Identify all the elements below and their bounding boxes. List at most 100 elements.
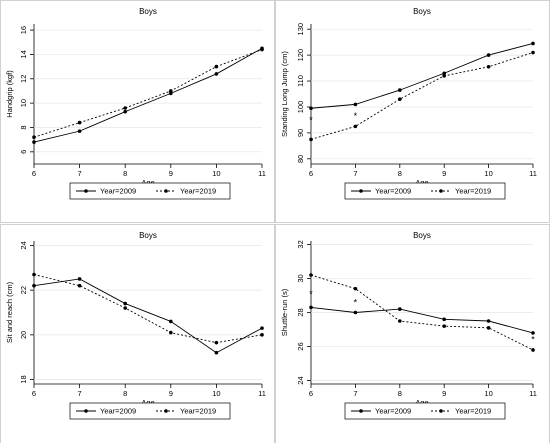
data-point bbox=[531, 348, 535, 352]
y-tick-label: 12 bbox=[19, 75, 28, 83]
y-tick-label: 130 bbox=[296, 23, 305, 36]
data-point bbox=[353, 102, 358, 107]
series-line-2 bbox=[33, 274, 263, 344]
data-point bbox=[309, 106, 313, 111]
legend-label: Year=2019 bbox=[180, 407, 216, 416]
y-tick-label: 10 bbox=[19, 99, 28, 107]
data-point bbox=[353, 286, 358, 291]
x-axis-title: Age bbox=[415, 178, 428, 187]
y-tick-label: 120 bbox=[296, 49, 305, 62]
x-tick-label: 11 bbox=[258, 169, 266, 178]
legend-box bbox=[344, 402, 506, 420]
legend-swatch-marker bbox=[439, 189, 443, 193]
data-point bbox=[169, 330, 173, 335]
data-point bbox=[442, 324, 447, 328]
y-tick-label: 32 bbox=[296, 240, 305, 248]
data-point bbox=[531, 41, 535, 46]
x-axis-title: Age bbox=[415, 398, 428, 407]
data-point bbox=[77, 129, 82, 133]
data-point bbox=[77, 277, 82, 281]
significance-marker: * bbox=[354, 111, 358, 121]
data-point bbox=[531, 50, 535, 55]
data-point bbox=[309, 305, 313, 310]
x-tick-label: 7 bbox=[353, 389, 357, 398]
data-point bbox=[442, 74, 447, 78]
data-point bbox=[486, 64, 491, 69]
y-tick-label: 22 bbox=[19, 286, 28, 294]
legend-label: Year=2009 bbox=[375, 187, 411, 196]
series-line-1 bbox=[33, 47, 263, 143]
legend-label: Year=2019 bbox=[455, 187, 491, 196]
series-line-2 bbox=[310, 52, 534, 140]
y-tick-label: 30 bbox=[296, 274, 305, 282]
chart-title: Boys bbox=[139, 231, 157, 240]
significance-marker: * bbox=[531, 335, 535, 345]
y-tick-label: 24 bbox=[19, 241, 28, 249]
series-line-1 bbox=[33, 278, 263, 354]
data-point bbox=[77, 283, 82, 288]
legend-swatch-marker bbox=[84, 189, 88, 193]
data-point bbox=[353, 310, 358, 315]
y-tick-label: 26 bbox=[296, 342, 305, 350]
x-tick-label: 8 bbox=[398, 389, 402, 398]
x-tick-label: 6 bbox=[32, 169, 36, 178]
chart-title: Boys bbox=[413, 231, 431, 240]
significance-marker: * bbox=[309, 289, 313, 299]
data-point bbox=[486, 53, 491, 57]
legend-label: Year=2009 bbox=[100, 187, 136, 196]
y-tick-label: 18 bbox=[19, 375, 28, 383]
legend-swatch-marker bbox=[359, 409, 363, 413]
x-tick-label: 10 bbox=[484, 389, 492, 398]
data-point bbox=[260, 333, 264, 337]
x-tick-label: 9 bbox=[169, 169, 173, 178]
chart-panel-2: Boys 80 90 100 110 120 130 6 7 8 9 10 11 Age Standing … bbox=[275, 0, 550, 223]
chart-title: Boys bbox=[413, 7, 431, 16]
y-axis-title: Sit and reach (cm) bbox=[5, 281, 14, 343]
x-tick-label: 8 bbox=[398, 169, 402, 178]
x-tick-label: 8 bbox=[123, 389, 127, 398]
legend-swatch-marker bbox=[359, 189, 363, 193]
x-tick-label: 9 bbox=[442, 169, 446, 178]
x-tick-label: 9 bbox=[169, 389, 173, 398]
data-point bbox=[260, 47, 264, 52]
data-point bbox=[486, 319, 491, 323]
data-point bbox=[123, 301, 127, 306]
data-point bbox=[442, 71, 447, 76]
y-axis-title: Handgrip (kgf) bbox=[5, 70, 14, 118]
x-axis-title: Age bbox=[141, 398, 154, 407]
legend-box bbox=[69, 402, 231, 420]
chart-panel-3: Boys 18 20 22 24 6 7 8 9 10 11 Age Sit and reach (cm… bbox=[0, 224, 275, 443]
x-tick-label: 6 bbox=[309, 169, 313, 178]
y-tick-label: 28 bbox=[296, 308, 305, 316]
x-tick-label: 10 bbox=[212, 169, 220, 178]
y-tick-label: 110 bbox=[296, 75, 305, 87]
x-tick-label: 11 bbox=[529, 389, 537, 398]
x-tick-label: 6 bbox=[309, 389, 313, 398]
legend-swatch-marker bbox=[84, 409, 88, 413]
x-tick-label: 10 bbox=[484, 169, 492, 178]
data-point bbox=[309, 137, 313, 142]
data-point bbox=[398, 97, 402, 101]
data-point bbox=[123, 106, 127, 110]
x-axis-title: Age bbox=[141, 178, 154, 187]
legend-swatch-marker bbox=[164, 189, 168, 193]
data-point bbox=[398, 319, 402, 323]
y-tick-label: 14 bbox=[19, 50, 28, 58]
y-tick-label: 8 bbox=[19, 125, 28, 129]
data-point bbox=[77, 120, 82, 125]
legend-label: Year=2009 bbox=[100, 407, 136, 416]
x-tick-label: 11 bbox=[529, 169, 537, 178]
x-tick-label: 7 bbox=[78, 169, 82, 178]
chart-title: Boys bbox=[139, 7, 157, 16]
data-point bbox=[169, 89, 173, 93]
significance-marker: * bbox=[309, 115, 313, 125]
data-point bbox=[32, 135, 36, 140]
data-point bbox=[169, 319, 173, 324]
data-point bbox=[442, 317, 447, 322]
data-point bbox=[398, 88, 402, 92]
series-line-1 bbox=[310, 306, 534, 334]
chart-panel-1: Boys 6 8 10 12 14 16 6 7 8 9 10 11 Age Handgrip (kgf) Y… bbox=[0, 0, 275, 223]
y-tick-label: 6 bbox=[19, 150, 28, 154]
y-tick-label: 90 bbox=[296, 129, 305, 137]
data-point bbox=[214, 340, 219, 345]
